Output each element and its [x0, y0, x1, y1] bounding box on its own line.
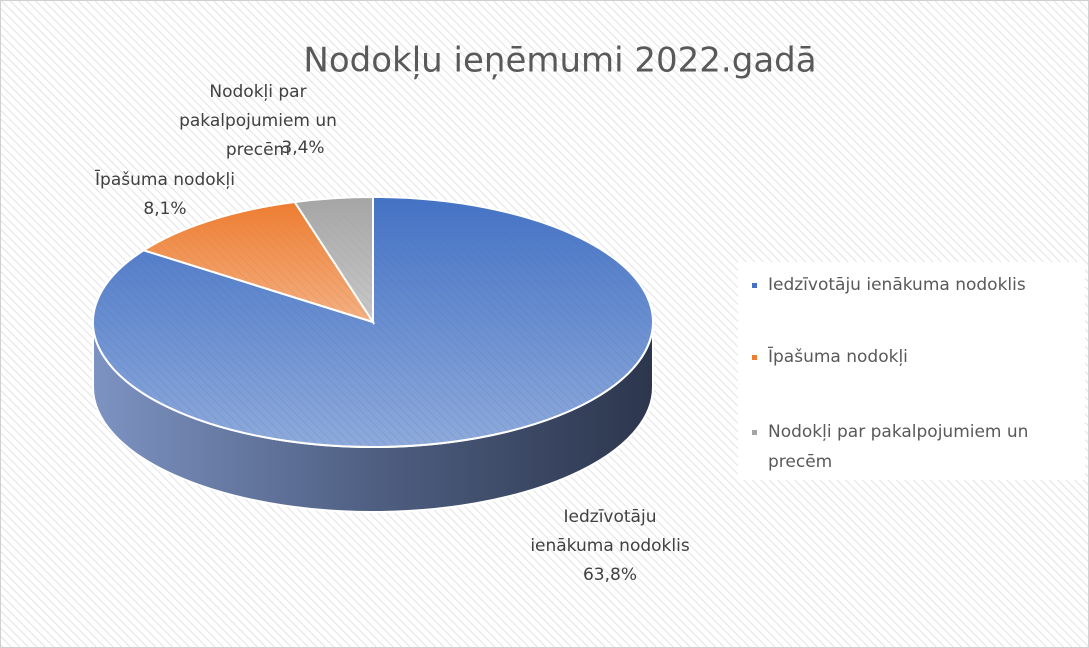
legend-label: Nodokļi par pakalpojumiem un precēm: [768, 422, 1029, 472]
data-label: Īpašuma nodokļi 8,1%: [60, 166, 270, 224]
data-label-category: Iedzīvotāju ienākuma nodoklis: [530, 507, 690, 556]
legend-marker: [752, 430, 757, 435]
legend-label: Iedzīvotāju ienākuma nodoklis: [768, 275, 1026, 295]
chart-title: Nodokļu ieņēmumi 2022.gadā: [303, 41, 816, 81]
data-label-category: Īpašuma nodokļi: [95, 170, 235, 190]
legend-marker: [752, 355, 757, 360]
data-label-value: 3,4%: [281, 138, 325, 158]
legend-item: Iedzīvotāju ienākuma nodoklis: [752, 270, 1077, 300]
data-label-value: 8,1%: [143, 199, 187, 219]
slice: [141, 200, 376, 324]
legend-marker: [752, 283, 757, 288]
legend: Iedzīvotāju ienākuma nodoklis Īpašuma nod…: [738, 262, 1085, 480]
data-label: Nodokļi par pakalpojumiem un precēm 3,4%: [173, 78, 343, 163]
legend-item: Īpašuma nodokļi: [752, 342, 1077, 372]
legend-label: Īpašuma nodokļi: [768, 347, 908, 367]
data-label-value: 63,8%: [582, 565, 637, 585]
data-label: Iedzīvotāju ienākuma nodoklis 63,8%: [530, 503, 690, 590]
legend-item: Nodokļi par pakalpojumiem un precēm: [752, 417, 1077, 477]
slice: [292, 195, 374, 326]
data-label-category: Nodokļi par pakalpojumiem un precēm: [179, 82, 337, 160]
